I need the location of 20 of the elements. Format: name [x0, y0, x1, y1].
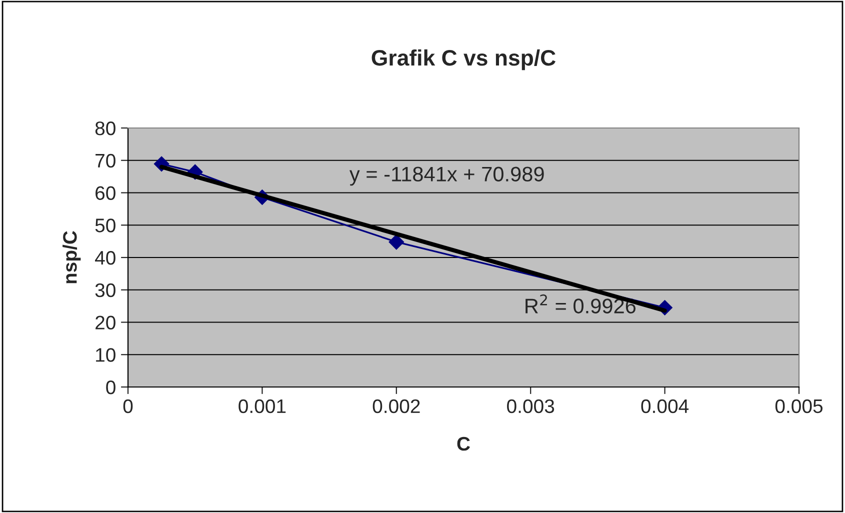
- y-tick-label: 0: [106, 380, 116, 394]
- y-tick-label: 50: [95, 218, 116, 232]
- y-tick-label: 10: [96, 348, 116, 362]
- x-tick-label: 0.005: [775, 399, 823, 414]
- y-tick-label: 20: [96, 316, 116, 330]
- x-tick-label: 0.004: [641, 399, 689, 414]
- y-tick-label: 70: [96, 154, 116, 168]
- x-tick-label: 0.003: [507, 399, 554, 414]
- y-tick-label: 30: [95, 283, 116, 298]
- annotation: y = -11841x + 70.989: [349, 166, 544, 186]
- x-tick-label: 0: [123, 399, 133, 414]
- x-tick-label: 0.001: [238, 399, 286, 414]
- y-tick-label: 40: [95, 250, 116, 265]
- y-axis-title: nsp/C: [62, 231, 81, 284]
- x-tick-label: 0.002: [372, 399, 420, 414]
- x-axis-title: C: [457, 436, 470, 451]
- point: [388, 234, 404, 250]
- chart-title: Grafik C vs nsp/C: [372, 49, 556, 70]
- y-tick-label: 80: [95, 121, 116, 136]
- y-tick-label: 60: [96, 186, 116, 200]
